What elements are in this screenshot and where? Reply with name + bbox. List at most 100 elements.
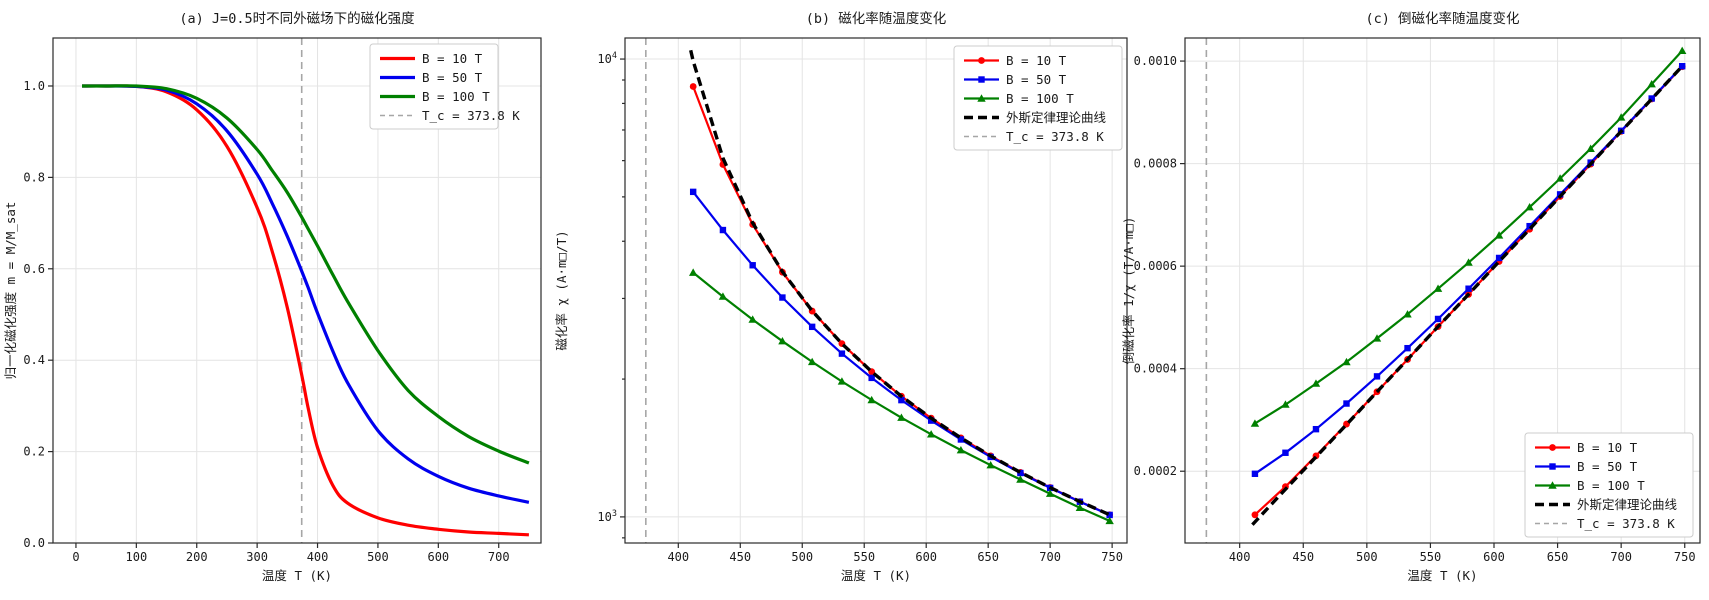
series-line-b-1 [692,191,1111,516]
x-axis-label-a: 温度 T (K) [262,568,332,583]
data-point-marker [927,417,935,424]
legend-label: T_c = 373.8 K [1577,516,1675,531]
axes-frame [1184,37,1701,544]
data-point-marker [688,268,698,276]
y-tick-label: 1.0 [23,79,45,93]
x-tick-label: 450 [1292,550,1314,564]
data-point-marker [867,395,876,404]
x-tick-label: 600 [427,550,449,564]
x-axis-label-c: 温度 T (K) [1407,568,1477,583]
x-tick-label: 550 [1420,550,1442,564]
data-point-marker [926,430,936,438]
data-point-marker [1526,222,1533,230]
legend-label: T_c = 373.8 K [422,108,520,123]
data-point-marker [1282,449,1289,456]
x-tick-label: 700 [1610,550,1632,564]
series-line-c-2 [1254,50,1684,425]
data-point-marker [1586,144,1595,152]
data-point-marker [1250,419,1260,427]
subplot-c: 400 450 500 550 600 650 700 750 0.0002 0.0004 0.00… [1121,10,1701,583]
legend-label: T_c = 373.8 K [1006,129,1104,144]
data-point-marker [1434,315,1442,323]
data-point-marker [838,350,846,357]
data-point-marker [1373,373,1381,380]
legend-label: B = 50 T [1577,459,1638,474]
y-tick-label: 104 [597,51,617,66]
axes-frame [52,37,542,544]
data-point-marker [1433,284,1443,292]
x-tick-label: 100 [126,550,148,564]
axes-frame [624,37,1128,544]
subplot-a: 0 100 200 300 400 500 600 700 0.0 0.2 0.4 0.6 0.8 1.0… [3,11,542,583]
data-point-marker [1343,400,1350,407]
x-tick-label: 650 [1547,550,1569,564]
legend-label: B = 100 T [422,89,490,104]
legend-label: 外斯定律理论曲线 [1006,110,1107,125]
x-axis-label-b: 温度 T (K) [841,568,911,583]
data-point-marker [1311,379,1321,387]
x-tick-label: 500 [1356,550,1378,564]
series-line-c-3 [1251,65,1684,526]
x-tick-label: 700 [488,550,510,564]
data-point-marker [1495,254,1503,262]
data-point-marker [986,460,995,469]
series-line-a-0 [81,84,529,537]
y-tick-label: 0.8 [23,170,45,184]
data-point-marker [1647,79,1656,88]
data-point-marker [1465,285,1472,292]
data-point-marker [957,436,965,443]
legend-marker [1548,481,1557,489]
data-point-marker [1464,258,1473,266]
x-tick-label: 450 [729,550,751,564]
series-line-b-3 [689,49,1111,517]
subplot-b: 400 450 500 550 600 650 700 750 103 104 (b) 磁化率随温度… [554,10,1128,583]
legend-label: B = 10 T [1577,440,1638,455]
data-point-marker [1342,357,1351,366]
y-tick-label: 0.2 [23,445,45,459]
legend-label: B = 50 T [422,70,483,85]
data-point-marker [1251,470,1259,477]
legend-a [369,43,499,130]
y-tick-label: 0.0008 [1134,157,1177,171]
y-axis-label-b: 磁化率 χ (A·m□/T) [554,230,569,350]
y-tick-label: 0.0006 [1134,259,1177,273]
legend-b [953,45,1123,151]
legend-label: B = 50 T [1006,72,1067,87]
legend-label: B = 100 T [1006,91,1074,106]
x-tick-label: 550 [853,550,875,564]
data-point-marker [1403,310,1412,318]
data-point-marker [1555,174,1565,182]
data-point-marker [1404,344,1411,352]
x-tick-label: 500 [367,550,389,564]
data-point-marker [1106,511,1113,519]
data-point-marker [956,445,966,454]
y-tick-label: 0.0 [23,536,45,550]
y-axis-label-a: 归一化磁化强度 m = M/M_sat [3,202,18,380]
legend-marker [977,94,986,102]
x-tick-label: 750 [1674,550,1696,564]
y-tick-label: 0.4 [23,353,45,367]
x-tick-label: 600 [1483,550,1505,564]
subplot-title-c: (c) 倒磁化率随温度变化 [1365,10,1519,27]
data-point-marker [808,323,816,331]
x-tick-label: 750 [1101,550,1123,564]
data-point-marker [778,336,787,345]
x-tick-label: 600 [915,550,937,564]
data-point-marker [1312,425,1320,433]
y-tick-label: 0.0004 [1134,362,1177,376]
data-point-marker [779,294,786,301]
data-point-marker [689,83,697,90]
legend-label: B = 100 T [1577,478,1645,493]
data-point-marker [1281,400,1290,408]
data-point-marker [1075,503,1085,511]
y-tick-label: 0.0002 [1134,464,1177,478]
x-tick-label: 650 [977,550,999,564]
data-point-marker [868,374,875,382]
legend-label: 外斯定律理论曲线 [1577,497,1678,512]
data-point-marker [1045,489,1055,497]
x-tick-label: 0 [72,550,79,564]
series-line-a-2 [81,84,530,465]
x-tick-label: 400 [307,550,329,564]
data-point-marker [897,413,906,421]
legend-marker [978,57,985,64]
